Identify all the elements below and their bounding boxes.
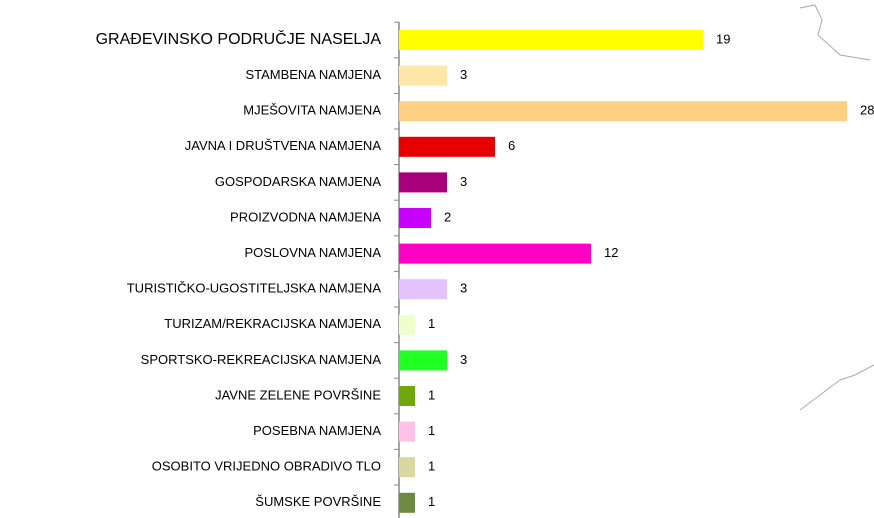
category-label: OSOBITO VRIJEDNO OBRADIVO TLO: [152, 459, 381, 474]
value-label: 3: [460, 67, 467, 82]
category-label: SPORTSKO-REKREACIJSKA NAMJENA: [141, 352, 382, 367]
value-label: 1: [428, 387, 435, 402]
bar: [399, 314, 415, 335]
bar: [399, 172, 447, 193]
category-label: MJEŠOVITA NAMJENA: [243, 103, 381, 118]
category-label: GOSPODARSKA NAMJENA: [215, 174, 381, 189]
category-label: JAVNE ZELENE POVRŠINE: [215, 387, 381, 402]
bar: [399, 243, 591, 264]
value-label: 1: [428, 316, 435, 331]
bar: [399, 30, 703, 50]
bar: [399, 65, 447, 86]
value-label: 19: [716, 31, 730, 46]
bar: [399, 101, 847, 122]
category-label: POSEBNA NAMJENA: [253, 423, 381, 438]
bar: [399, 279, 447, 300]
value-label: 1: [428, 459, 435, 474]
value-label: 12: [604, 245, 618, 260]
bar: [399, 492, 415, 513]
bar: [399, 421, 415, 442]
category-label: TURISTIČKO-UGOSTITELJSKA NAMJENA: [127, 281, 382, 296]
category-label: TURIZAM/REKRACIJSKA NAMJENA: [164, 316, 381, 331]
category-label: POSLOVNA NAMJENA: [244, 245, 381, 260]
value-label: 1: [428, 494, 435, 509]
bar: [399, 350, 447, 371]
value-label: 1: [428, 423, 435, 438]
map-background: [799, 4, 874, 411]
value-label: 3: [460, 174, 467, 189]
value-label: 28: [860, 103, 874, 118]
value-label: 2: [444, 209, 451, 224]
bar: [399, 386, 415, 406]
category-label: JAVNA I DRUŠTVENA NAMJENA: [185, 138, 382, 153]
bar: [399, 136, 495, 157]
value-label: 3: [460, 281, 467, 296]
value-label: 6: [508, 138, 515, 153]
bar: [399, 457, 415, 478]
bar: [399, 208, 431, 228]
category-label: GRAĐEVINSKO PODRUČJE NASELJA: [96, 29, 382, 48]
category-label: ŠUMSKE POVRŠINE: [255, 494, 381, 509]
category-label: STAMBENA NAMJENA: [245, 67, 381, 82]
value-label: 3: [460, 352, 467, 367]
category-label: PROIZVODNA NAMJENA: [230, 209, 381, 224]
